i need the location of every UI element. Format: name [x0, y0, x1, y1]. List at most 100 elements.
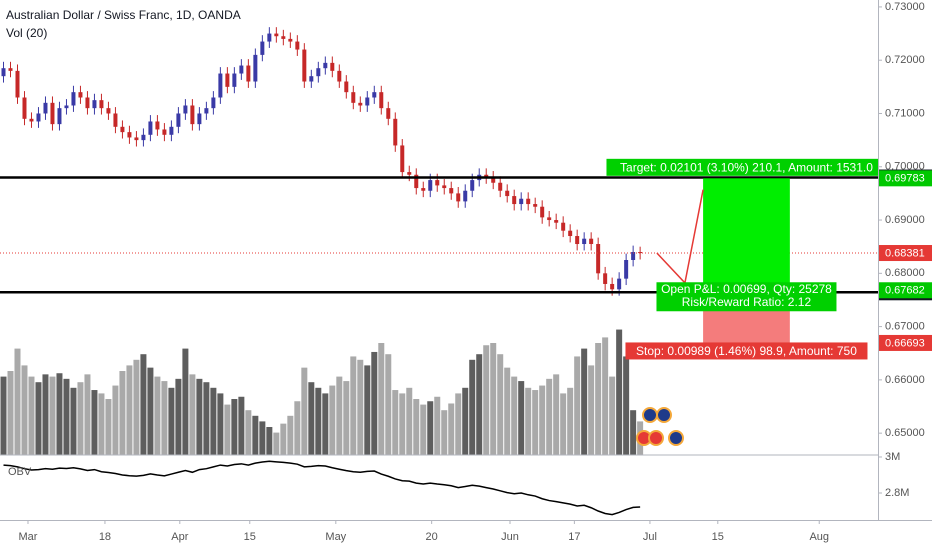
- candle-body: [449, 188, 454, 194]
- volume-bar: [378, 343, 385, 455]
- volume-bar: [273, 432, 280, 455]
- candle-body: [617, 278, 622, 290]
- candle-body: [330, 62, 335, 71]
- candle-body: [421, 188, 426, 191]
- candle-body: [463, 190, 468, 202]
- x-tick-label: 17: [568, 531, 580, 543]
- volume-bar: [91, 390, 98, 455]
- volume-bar: [623, 356, 630, 455]
- volume-bar: [203, 382, 210, 455]
- indicator-label: Vol (20): [6, 26, 47, 40]
- x-tick-label: Jul: [643, 531, 657, 543]
- position-label: Stop: 0.00989 (1.46%) 98.9, Amount: 750: [636, 344, 857, 358]
- candle-body: [29, 118, 34, 122]
- candle-body: [603, 273, 608, 284]
- volume-bar: [357, 359, 364, 455]
- volume-bar: [399, 393, 406, 455]
- candle-body: [365, 97, 370, 106]
- price-label: 0.68381: [885, 247, 925, 259]
- candle-body: [323, 62, 328, 69]
- volume-bar: [42, 374, 49, 455]
- candle-body: [624, 260, 629, 279]
- volume-bar: [140, 354, 147, 455]
- volume-bar: [329, 385, 336, 455]
- candle-body: [582, 238, 587, 245]
- candle-body: [491, 177, 496, 183]
- x-tick-label: Aug: [809, 531, 829, 543]
- volume-bar: [518, 381, 525, 455]
- volume-bar: [609, 376, 616, 455]
- candle-body: [85, 97, 90, 109]
- candle-body: [400, 145, 405, 173]
- volume-bar: [539, 385, 546, 455]
- flag-icon: [648, 430, 664, 446]
- candle-body: [393, 118, 398, 146]
- candle-body: [428, 180, 433, 191]
- candle-body: [253, 54, 258, 82]
- candle-body: [232, 73, 237, 87]
- candle-body: [225, 73, 230, 87]
- volume-bar: [210, 387, 217, 455]
- volume-bar: [280, 423, 287, 455]
- flag-icons: [636, 407, 684, 446]
- candle-body: [561, 222, 566, 231]
- candle-body: [596, 244, 601, 274]
- candle-body: [162, 129, 167, 135]
- candle-body: [274, 33, 279, 37]
- volume-bar: [224, 404, 231, 455]
- price-label-box: [879, 334, 932, 351]
- candle-body: [631, 252, 636, 260]
- candle-body: [239, 65, 244, 74]
- candle-body: [64, 105, 69, 109]
- y-tick-label: 0.67000: [885, 321, 925, 333]
- candle-body: [127, 132, 132, 138]
- candle-body: [372, 92, 377, 98]
- volume-bar: [490, 343, 497, 455]
- candle-body: [358, 102, 363, 106]
- volume-bar: [301, 367, 308, 455]
- candle-body: [610, 283, 615, 290]
- candle-body: [351, 92, 356, 103]
- x-tick-label: May: [325, 531, 346, 543]
- price-label: 0.66693: [885, 337, 925, 349]
- candle-body: [169, 126, 174, 135]
- volume-bar: [483, 345, 490, 455]
- candle-body: [190, 105, 195, 125]
- volume-bar: [588, 365, 595, 455]
- y-tick-label: 0.66000: [885, 374, 925, 386]
- candle-body: [197, 113, 202, 125]
- volume-bar: [525, 387, 532, 455]
- candle-body: [512, 196, 517, 205]
- volume-bar: [245, 410, 252, 455]
- volume-bar: [147, 367, 154, 455]
- volume-bar: [56, 373, 63, 455]
- volume-bar: [196, 378, 203, 455]
- candle-body: [92, 100, 97, 109]
- volume-bar: [560, 393, 567, 455]
- candle-body: [50, 102, 55, 125]
- position-label-box: [656, 282, 837, 312]
- x-tick-label: 18: [99, 531, 111, 543]
- volume-bar: [413, 399, 420, 455]
- volume-bar: [308, 382, 315, 455]
- volume-bar: [630, 410, 637, 455]
- volume-bar: [49, 376, 56, 455]
- candle-body: [533, 204, 538, 207]
- volume-bar: [294, 401, 301, 455]
- candle-body: [526, 198, 531, 205]
- price-label: 0.69783: [885, 173, 925, 185]
- candle-body: [547, 217, 552, 221]
- volume-bar: [259, 421, 266, 455]
- volume-bar: [238, 396, 245, 455]
- volume-bar: [448, 403, 455, 455]
- volume-bar: [616, 329, 623, 455]
- y-tick-label: 0.68000: [885, 267, 925, 279]
- candle-body: [141, 134, 146, 141]
- candle-body: [519, 198, 524, 205]
- volume-bar: [574, 356, 581, 455]
- candle-body: [568, 230, 573, 237]
- flag-icon: [668, 430, 684, 446]
- profit-zone: [703, 178, 790, 291]
- candle-body: [575, 236, 580, 245]
- position-label-box: [606, 158, 878, 176]
